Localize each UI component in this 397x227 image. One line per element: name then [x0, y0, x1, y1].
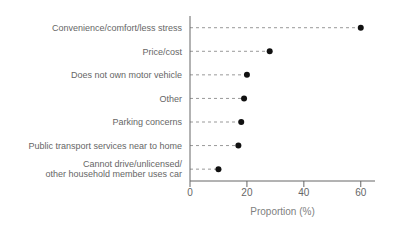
- svg-text:Cannot drive/unlicensed/other: Cannot drive/unlicensed/other household …: [45, 159, 182, 179]
- svg-text:Price/cost: Price/cost: [142, 47, 182, 57]
- svg-text:Parking concerns: Parking concerns: [112, 117, 182, 127]
- svg-text:60: 60: [355, 187, 367, 198]
- svg-text:Proportion (%): Proportion (%): [250, 206, 314, 217]
- svg-text:20: 20: [241, 187, 253, 198]
- svg-text:0: 0: [187, 187, 193, 198]
- svg-text:Does not own motor vehicle: Does not own motor vehicle: [71, 70, 182, 80]
- svg-text:Other: Other: [159, 94, 182, 104]
- svg-text:Convenience/comfort/less stres: Convenience/comfort/less stress: [52, 23, 183, 33]
- svg-text:40: 40: [298, 187, 310, 198]
- svg-text:Public transport services near: Public transport services near to home: [28, 141, 182, 151]
